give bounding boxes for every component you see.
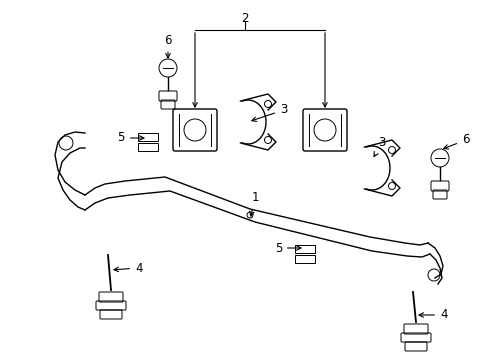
Text: 4: 4 <box>418 309 447 321</box>
Text: 2: 2 <box>241 12 248 24</box>
Text: 5: 5 <box>274 242 300 255</box>
Bar <box>294 245 314 253</box>
Text: 5: 5 <box>118 131 143 144</box>
Text: 3: 3 <box>373 136 385 157</box>
Text: 3: 3 <box>251 104 287 121</box>
Text: 1: 1 <box>249 192 258 216</box>
Text: 4: 4 <box>114 261 142 274</box>
Bar <box>294 255 314 263</box>
Text: 6: 6 <box>164 33 171 58</box>
Text: 6: 6 <box>443 134 468 149</box>
Bar <box>138 133 158 141</box>
Bar <box>138 143 158 151</box>
